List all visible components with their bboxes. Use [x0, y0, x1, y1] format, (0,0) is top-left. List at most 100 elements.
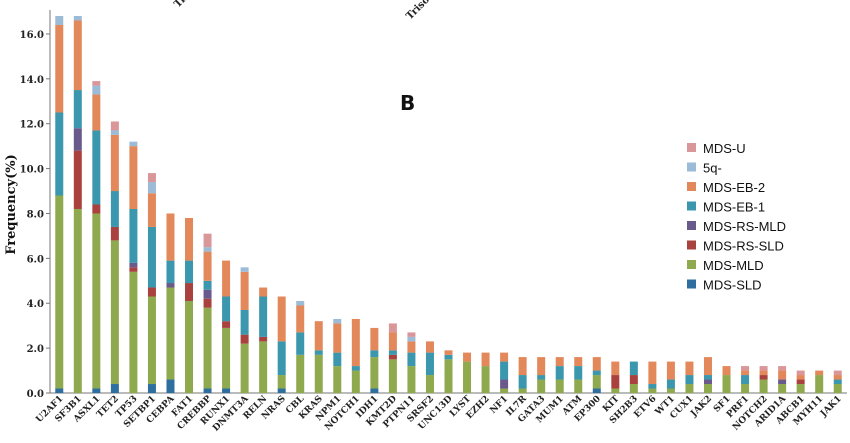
bar-segment — [166, 287, 175, 380]
bar-segment — [259, 287, 268, 297]
top-cut-label-1: Trisomy 8 — [172, 0, 219, 10]
legend-label: MDS-RS-MLD — [703, 219, 786, 234]
bar-segment — [370, 327, 379, 351]
bar-segment — [240, 334, 249, 344]
bar-segment — [333, 352, 342, 367]
bar-segment — [703, 357, 712, 376]
y-axis-ticks: 0.0 2.0 4.0 6.0 8.0 10.0 12.0 14.0 16.0 — [20, 30, 50, 400]
bar-segment — [778, 366, 787, 371]
bar-segment — [425, 375, 434, 393]
x-axis-categories: U2AF1SF3B1ASXL1TET2TP53SETBP1CEBPAFAT1CR… — [34, 393, 843, 433]
bar-segment — [277, 388, 286, 393]
bar-segment — [425, 341, 434, 353]
legend-swatch — [687, 221, 696, 230]
bar-segment — [203, 251, 212, 281]
bar-segment — [833, 375, 842, 380]
legend-swatch — [687, 143, 696, 152]
bar-segment — [463, 352, 472, 362]
bar-segment — [463, 361, 472, 393]
bar-segment — [796, 384, 805, 393]
bar-segment — [370, 357, 379, 389]
bar-segment — [741, 366, 750, 371]
bar-segment — [685, 375, 694, 385]
bar-segment — [92, 204, 101, 214]
y-tick-label: 8.0 — [27, 209, 44, 220]
legend-swatch — [687, 279, 696, 289]
bar-segment — [314, 354, 323, 393]
bar-segment — [314, 321, 323, 351]
bar-segment — [833, 384, 842, 393]
bar-segment — [129, 141, 138, 147]
bar-segment — [388, 359, 397, 393]
bar-segment — [185, 260, 194, 284]
legend: MDS-U 5q- MDS-EB-2 MDS-EB-1 MDS-RS-MLD MDS-RS… — [687, 141, 786, 293]
bar-segment — [166, 213, 175, 261]
bar-segment — [778, 379, 787, 385]
bar-segment — [110, 240, 119, 385]
bar-segment — [741, 375, 750, 385]
bar-segment — [537, 357, 546, 376]
bar-segment — [166, 379, 175, 393]
bar-segment — [722, 366, 731, 376]
bar-segment — [444, 359, 453, 393]
bar-segment — [73, 128, 82, 151]
bar-segment — [73, 16, 82, 21]
bar-segment — [185, 283, 194, 301]
legend-label: MDS-SLD — [703, 278, 762, 293]
bar-segment — [277, 296, 286, 342]
bar-segment — [110, 121, 119, 131]
bar-segment — [203, 298, 212, 308]
bar-segment — [147, 296, 156, 385]
legend-label: 5q- — [703, 161, 722, 176]
bar-segment — [92, 81, 101, 86]
bar-segment — [240, 343, 249, 393]
bar-segment — [277, 375, 286, 389]
bar-segment — [296, 305, 305, 333]
bar-segment — [147, 287, 156, 297]
bar-segment — [92, 388, 101, 393]
bar-segment — [203, 388, 212, 393]
bar-segment — [703, 375, 712, 380]
bar-segment — [629, 384, 638, 393]
bar-segment — [92, 213, 101, 389]
y-tick-label: 0.0 — [27, 389, 44, 400]
bar-segment — [203, 307, 212, 389]
bar-segment — [92, 85, 101, 95]
legend-swatch — [687, 260, 696, 269]
bar-segment — [703, 379, 712, 385]
bar-segment — [314, 350, 323, 355]
bar-segment — [703, 384, 712, 393]
bar-segment — [666, 388, 675, 393]
y-tick-label: 16.0 — [20, 30, 44, 41]
legend-label: MDS-EB-1 — [703, 200, 765, 215]
bar-segment — [500, 379, 509, 389]
bar-segment — [611, 361, 620, 376]
bar-segment — [666, 361, 675, 380]
legend-swatch — [687, 162, 696, 172]
bar-segment — [388, 332, 397, 351]
legend-swatch — [687, 201, 696, 211]
bar-segment — [778, 384, 787, 393]
bar-segment — [73, 20, 82, 91]
bar-segment — [759, 375, 768, 380]
bar-segment — [296, 332, 305, 355]
bar-segment — [55, 195, 64, 389]
bar-segment — [648, 388, 657, 393]
bar-segment — [73, 90, 82, 129]
bar-segment — [592, 375, 601, 389]
bar-segment — [796, 379, 805, 385]
bar-segment — [110, 226, 119, 241]
bar-segment — [722, 375, 731, 393]
legend-label: MDS-RS-SLD — [703, 239, 784, 254]
bar-segment — [611, 375, 620, 389]
bar-segment — [277, 341, 286, 376]
bar-segment — [500, 388, 509, 393]
bar-segment — [55, 388, 64, 393]
bar-segment — [147, 173, 156, 183]
bar-segment — [351, 370, 360, 393]
bar-segment — [203, 289, 212, 299]
bar-segment — [222, 388, 231, 393]
bar-segment — [481, 352, 490, 367]
bar-segment — [92, 130, 101, 205]
bar-segment — [333, 323, 342, 353]
